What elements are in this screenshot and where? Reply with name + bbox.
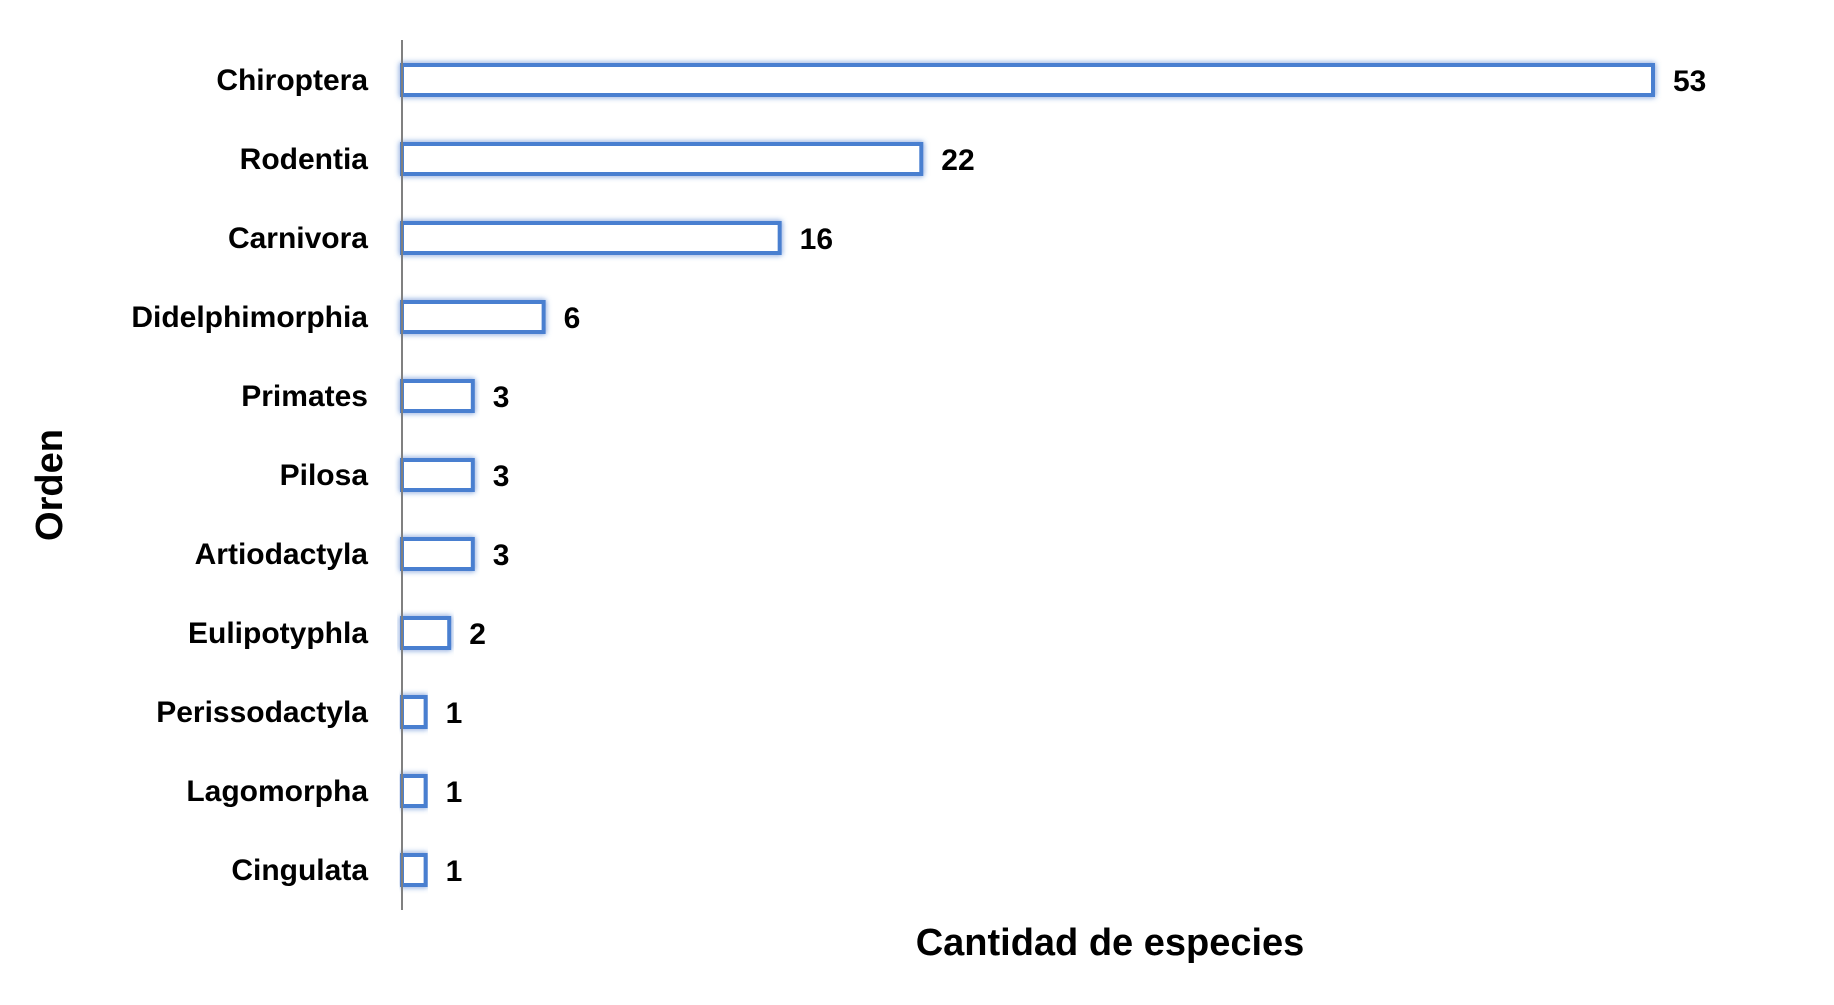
bar-primates [400,379,475,413]
bars-layer [400,63,1655,887]
bar-artiodactyla [400,537,475,571]
category-label: Carnivora [228,222,368,255]
value-label: 1 [446,855,463,888]
category-label: Rodentia [240,143,369,176]
category-label: Chiroptera [216,64,368,97]
bar-didelphimorphia [400,300,546,334]
value-label: 53 [1673,65,1706,98]
category-label: Artiodactyla [195,538,369,571]
category-label: Eulipotyphla [188,617,368,650]
bar-pilosa [400,458,475,492]
category-label: Pilosa [280,459,369,492]
value-label: 16 [800,223,833,256]
bar-eulipotyphla [400,616,452,650]
value-label: 3 [493,381,510,414]
value-label: 1 [446,776,463,809]
bar-rodentia [400,142,924,176]
y-axis-title: Orden [29,429,71,541]
value-label: 22 [941,144,974,177]
x-axis-title: Cantidad de especies [916,922,1305,964]
bar-cingulata [400,853,428,887]
category-labels: Chiroptera Rodentia Carnivora Didelphimorph… [131,64,368,887]
category-label: Primates [241,380,368,413]
value-label: 2 [469,618,486,651]
bar-lagomorpha [400,774,428,808]
value-label: 3 [493,539,510,572]
value-label: 6 [564,302,581,335]
value-labels: 53 22 16 6 3 3 3 2 1 1 1 [446,65,1707,888]
value-label: 1 [446,697,463,730]
category-label: Cingulata [231,854,368,887]
value-label: 3 [493,460,510,493]
bar-perissodactyla [400,695,428,729]
category-label: Didelphimorphia [131,301,368,334]
category-label: Perissodactyla [156,696,368,729]
bar-chiroptera [400,63,1655,97]
category-label: Lagomorpha [186,775,368,808]
bar-carnivora [400,221,782,255]
